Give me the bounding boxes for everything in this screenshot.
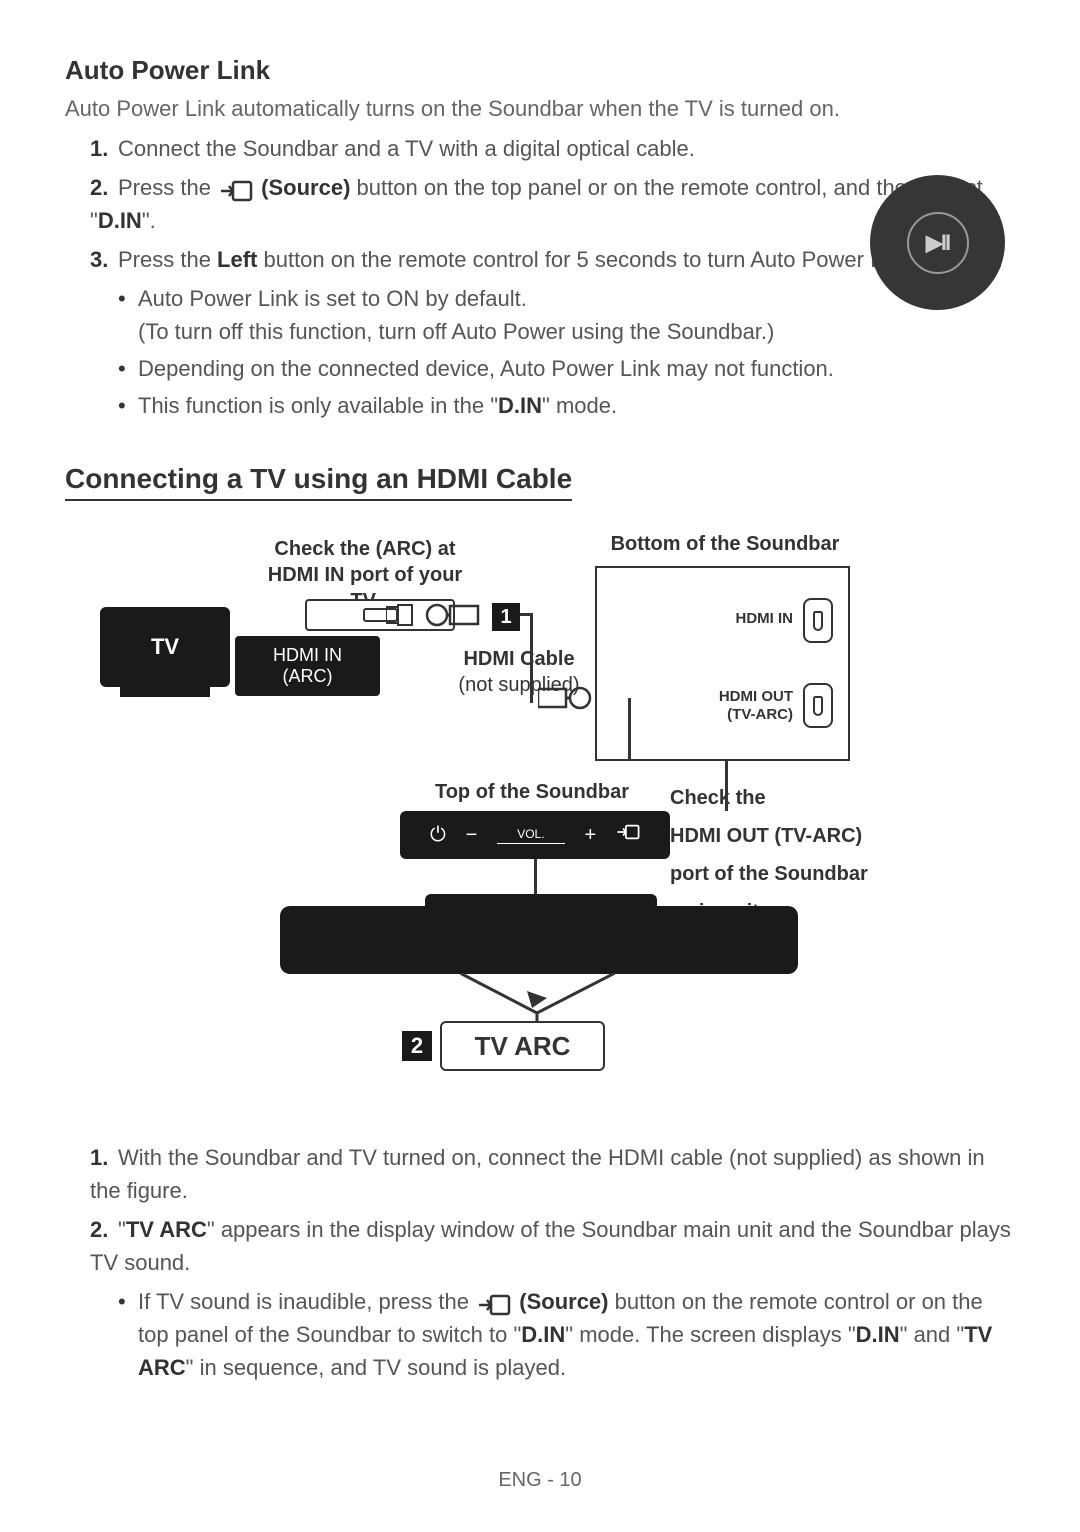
hdmi-step-2: 2."TV ARC" appears in the display window… [90, 1213, 1015, 1384]
page-footer: ENG - 10 [0, 1469, 1080, 1492]
sub-2: Depending on the connected device, Auto … [138, 352, 1015, 385]
step-1: 1.Connect the Soundbar and a TV with a d… [90, 132, 1015, 165]
auto-power-title: Auto Power Link [65, 55, 1015, 86]
vol-label: VOL. [497, 827, 564, 844]
source-icon-panel [616, 822, 640, 848]
step-1-text: Connect the Soundbar and a TV with a dig… [118, 136, 695, 161]
hdmi-plug-icon [386, 603, 414, 627]
top-sb-label: Top of the Soundbar [422, 779, 642, 805]
hdmi-step-1: 1.With the Soundbar and TV turned on, co… [90, 1141, 1015, 1207]
sub-3b: " mode. [542, 393, 617, 418]
connector-lines [460, 973, 615, 1021]
soundbar-body [280, 906, 798, 974]
num-badge-1: 1 [492, 603, 520, 631]
left-label: Left [217, 247, 257, 272]
intro-text: Auto Power Link automatically turns on t… [65, 96, 1015, 122]
soundbar-bottom: HDMI IN HDMI OUT(TV-ARC) [595, 566, 850, 761]
hdmi-arc-label: HDMI IN(ARC) [235, 636, 380, 696]
source-icon-2 [477, 1292, 511, 1314]
hdmi-connector-icon [425, 603, 480, 627]
play-pause-icon: ▶II [926, 230, 949, 256]
vol-minus: − [466, 824, 478, 847]
source-icon [219, 178, 253, 200]
vol-plus: + [584, 824, 596, 847]
step-3a: Press the [118, 247, 217, 272]
hdmi-sub-list: If TV sound is inaudible, press the (Sou… [90, 1285, 1015, 1384]
sub-3: This function is only available in the "… [138, 389, 1015, 422]
soundbar-top-panel: ⏻ − VOL. + [400, 811, 670, 859]
tv-box: TV [100, 607, 230, 687]
bottom-sb-label: Bottom of the Soundbar [600, 531, 850, 557]
hdmi-connector-icon-2 [538, 686, 593, 710]
hdmi-section-title: Connecting a TV using an HDMI Cable [65, 463, 572, 501]
connection-diagram: Check the (ARC) atHDMI IN port of your T… [70, 541, 1010, 1101]
dpad-image: ▶II [870, 175, 1005, 310]
hdmi-sub-1: If TV sound is inaudible, press the (Sou… [138, 1285, 1015, 1384]
sub-1a: Auto Power Link is set to ON by default. [138, 286, 527, 311]
din-label: D.IN [98, 208, 142, 233]
din-label-2: D.IN [498, 393, 542, 418]
tvarc-display: TV ARC [440, 1021, 605, 1071]
power-icon: ⏻ [430, 824, 446, 847]
step-2c: ". [142, 208, 156, 233]
num-badge-2: 2 [402, 1031, 432, 1061]
source-label: (Source) [261, 175, 350, 200]
steps-list-2: 1.With the Soundbar and TV turned on, co… [65, 1141, 1015, 1384]
step-2a: Press the [118, 175, 217, 200]
sub-3a: This function is only available in the " [138, 393, 498, 418]
sub-1b: (To turn off this function, turn off Aut… [138, 319, 774, 344]
